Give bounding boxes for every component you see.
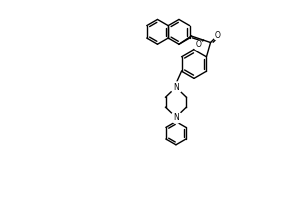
Text: O: O (195, 40, 201, 49)
Text: N: N (173, 113, 179, 122)
Text: O: O (215, 31, 221, 40)
Text: N: N (173, 83, 179, 92)
